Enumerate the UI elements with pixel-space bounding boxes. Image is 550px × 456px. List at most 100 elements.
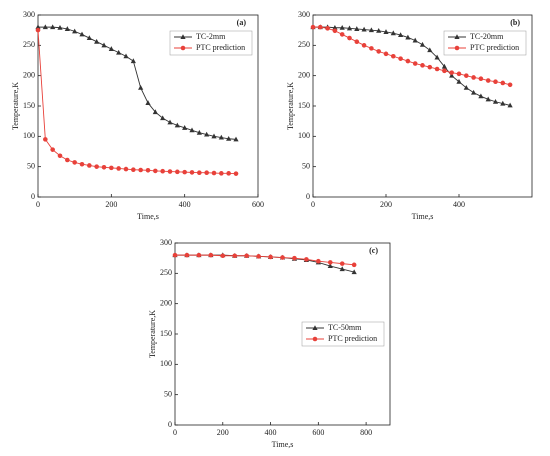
data-point [419, 41, 426, 47]
y-tick-label: 50 [164, 389, 172, 398]
data-point [79, 31, 85, 37]
data-point [347, 35, 352, 41]
data-point [318, 24, 323, 30]
y-tick-label: 250 [160, 268, 172, 277]
data-point [145, 100, 151, 105]
legend-label: TC-50mm [328, 323, 362, 332]
data-point [196, 252, 202, 258]
data-point [434, 54, 440, 60]
data-point [442, 68, 447, 74]
y-tick-label: 250 [23, 40, 35, 49]
data-point [456, 78, 462, 84]
data-point [72, 28, 78, 34]
data-point [391, 53, 396, 59]
series-line [313, 26, 511, 106]
data-point [219, 171, 224, 176]
data-point [233, 171, 239, 176]
data-point [492, 98, 499, 104]
data-point [398, 32, 404, 38]
data-point [145, 168, 151, 173]
chart-title: (a) [237, 18, 247, 27]
data-point [197, 170, 202, 176]
legend-marker [180, 45, 186, 51]
data-point [167, 119, 173, 125]
data-point [42, 24, 48, 30]
data-point [211, 170, 217, 176]
data-point [65, 157, 70, 163]
data-point [268, 254, 273, 260]
data-point [427, 64, 433, 70]
y-tick-label: 50 [302, 161, 310, 170]
data-point [339, 32, 345, 37]
chart-title: (c) [369, 246, 378, 255]
data-point [152, 109, 158, 115]
data-point [310, 24, 316, 30]
data-point [427, 47, 433, 53]
data-point [226, 171, 231, 176]
data-point [507, 102, 513, 108]
y-tick-label: 0 [306, 192, 310, 201]
data-point [500, 80, 506, 86]
data-point [172, 252, 178, 258]
data-point [464, 73, 469, 78]
data-point [339, 24, 345, 30]
data-point [72, 160, 77, 165]
y-tick-label: 250 [298, 40, 310, 49]
data-point [332, 28, 338, 34]
data-point [244, 253, 249, 259]
data-point [405, 58, 411, 64]
legend-marker [312, 336, 318, 342]
x-tick-label: 0 [311, 200, 315, 209]
data-point [233, 136, 239, 142]
data-point [383, 51, 389, 57]
x-tick-label: 200 [105, 200, 117, 209]
data-point [316, 258, 321, 264]
data-point [412, 61, 418, 66]
data-point [189, 127, 195, 133]
y-tick-label: 100 [298, 131, 310, 140]
data-point [383, 29, 389, 34]
data-point [35, 27, 41, 33]
data-point [332, 24, 338, 30]
data-point [208, 252, 214, 258]
y-tick-label: 150 [23, 101, 35, 110]
data-point [196, 129, 202, 135]
series-line [175, 254, 355, 266]
data-point [153, 168, 158, 174]
y-axis-label: Temperature,K [148, 310, 157, 358]
data-point [131, 167, 136, 172]
legend-marker [454, 34, 460, 39]
series-line [37, 30, 237, 175]
y-tick-label: 150 [160, 329, 172, 338]
chart-title: (b) [510, 18, 520, 27]
x-tick-label: 800 [360, 428, 372, 437]
data-point [50, 147, 55, 152]
data-point [471, 75, 476, 80]
data-point [493, 79, 498, 85]
data-point [35, 24, 41, 30]
y-tick-label: 100 [160, 359, 172, 368]
data-point [456, 71, 462, 77]
series-line [313, 26, 511, 86]
data-point [327, 263, 333, 269]
legend-box [443, 30, 527, 56]
y-tick-label: 150 [298, 101, 310, 110]
series-line [38, 26, 237, 140]
data-point [101, 164, 107, 170]
data-point [376, 27, 382, 33]
data-point [441, 63, 447, 69]
data-point [160, 168, 165, 174]
x-tick-label: 600 [252, 200, 264, 209]
data-point [304, 257, 309, 262]
y-tick-label: 300 [160, 238, 172, 247]
y-tick-label: 200 [160, 298, 172, 307]
legend-label: PTC prediction [470, 43, 519, 52]
data-point [220, 253, 226, 259]
data-point [175, 169, 180, 175]
data-point [108, 46, 114, 51]
data-point [369, 46, 374, 51]
y-tick-label: 100 [23, 131, 35, 140]
x-tick-label: 200 [380, 200, 392, 209]
data-point [101, 42, 107, 48]
